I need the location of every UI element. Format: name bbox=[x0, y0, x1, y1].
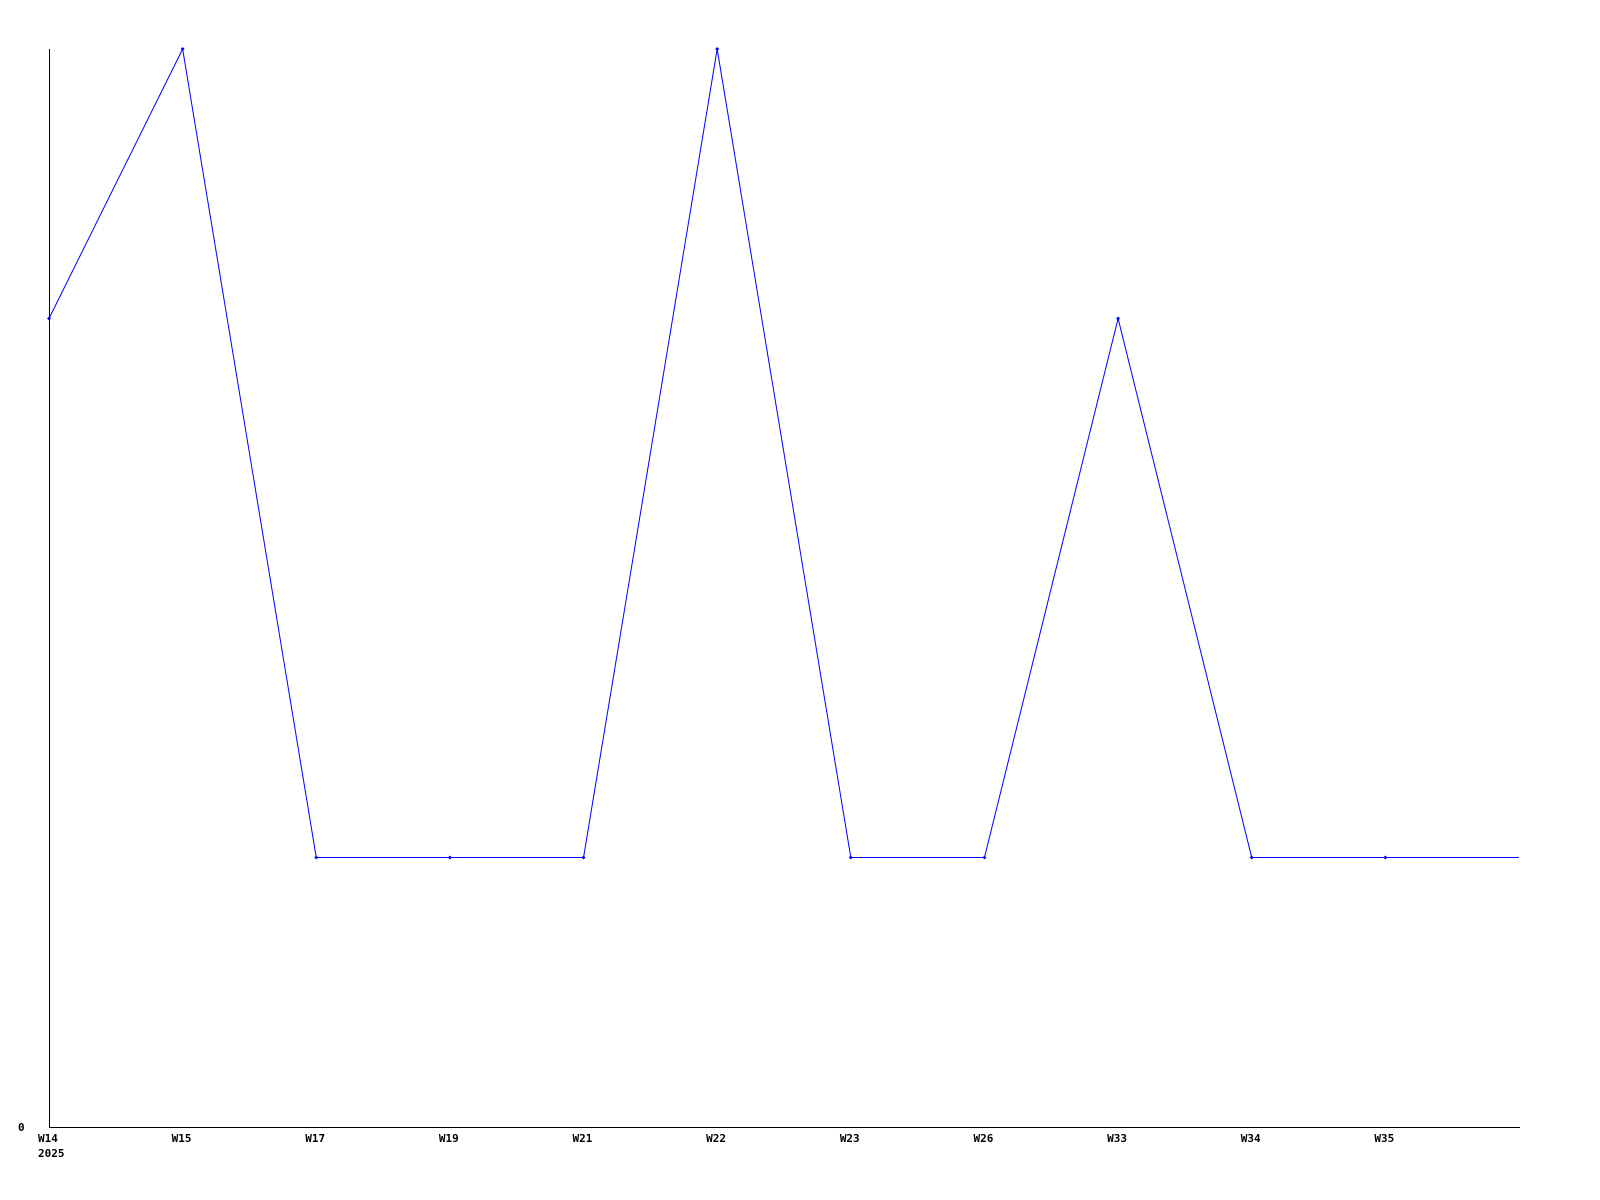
x-tick-label: W34 bbox=[1241, 1132, 1261, 1145]
x-tick-label: W22 bbox=[706, 1132, 726, 1145]
x-tick-label: W21 bbox=[573, 1132, 593, 1145]
data-point bbox=[581, 855, 586, 860]
series-line bbox=[48, 47, 1519, 858]
data-point bbox=[180, 47, 185, 51]
data-point bbox=[447, 855, 452, 860]
data-point bbox=[848, 855, 853, 860]
data-point bbox=[1383, 855, 1388, 860]
x-tick-labels: W14 W15 W17 W19 W21 W22 W23 W26 W33 W34 W35 bbox=[38, 1132, 1394, 1145]
x-tick-label: W14 bbox=[38, 1132, 58, 1145]
data-point bbox=[1116, 316, 1121, 321]
x-tick-label: W19 bbox=[439, 1132, 459, 1145]
data-point bbox=[715, 47, 720, 51]
data-point bbox=[1249, 855, 1254, 860]
x-tick-label: W17 bbox=[305, 1132, 325, 1145]
x-tick-label: W33 bbox=[1107, 1132, 1127, 1145]
x-tick-label: W35 bbox=[1374, 1132, 1394, 1145]
x-tick-label: W26 bbox=[973, 1132, 993, 1145]
data-point bbox=[982, 855, 987, 860]
y-tick-label-0: 0 bbox=[18, 1121, 25, 1134]
x-year-label: 2025 bbox=[38, 1147, 65, 1160]
data-point bbox=[314, 855, 319, 860]
plot-area bbox=[47, 47, 1519, 860]
x-tick-label: W23 bbox=[840, 1132, 860, 1145]
x-tick-label: W15 bbox=[172, 1132, 192, 1145]
